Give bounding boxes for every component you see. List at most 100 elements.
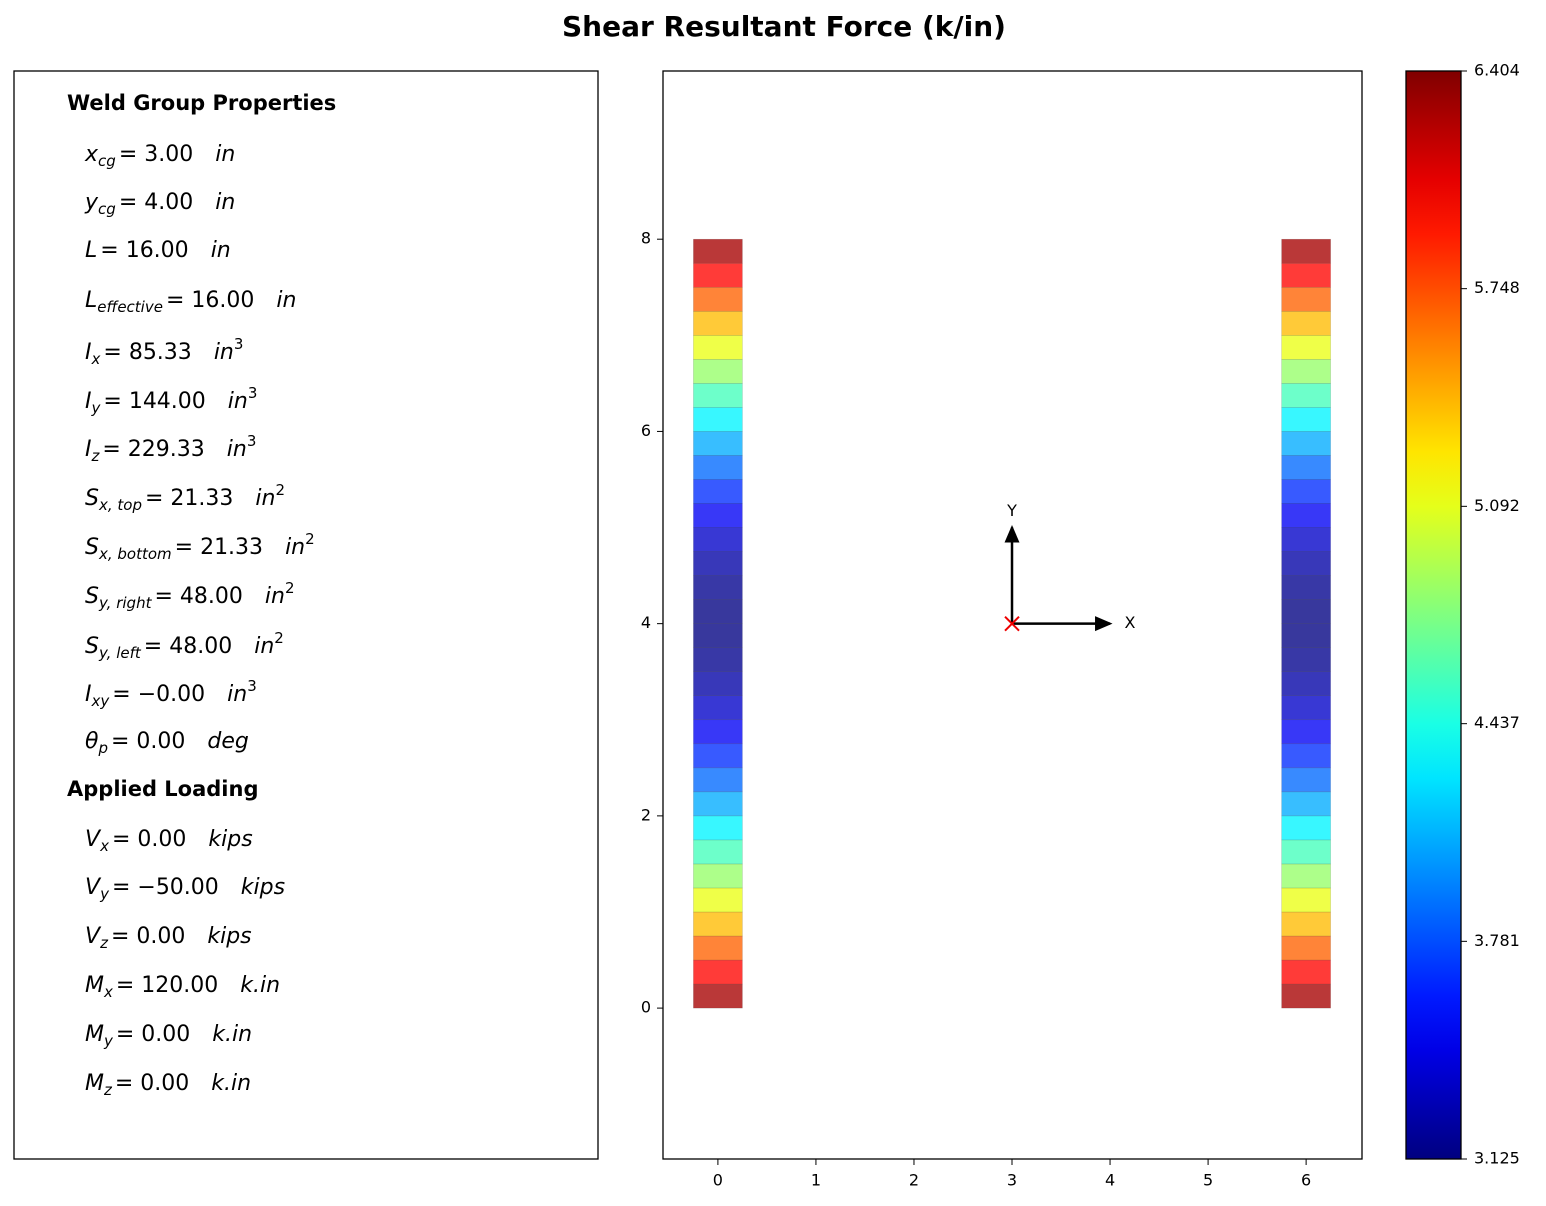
property: Iz = 229.33 in3 (85, 432, 256, 465)
x-tick-label: 4 (1105, 1171, 1115, 1190)
property: Sx, top = 21.33 in2 (85, 481, 285, 514)
property: Mx = 120.00 k.in (85, 973, 280, 1001)
arrow-label: X (1125, 613, 1136, 632)
unit: in (227, 682, 247, 707)
weld-segment (1281, 287, 1331, 312)
colorbar-tick-label: 5.748 (1474, 278, 1520, 297)
value: = −50.00 (112, 875, 219, 900)
symbol: V (85, 875, 102, 900)
y-tick-label: 0 (641, 998, 651, 1017)
unit: k.in (212, 1022, 252, 1047)
arrow-label: Y (1006, 501, 1017, 520)
symbol: L (85, 238, 97, 263)
property: My = 0.00 k.in (85, 1022, 252, 1050)
subscript: z (103, 1081, 113, 1099)
weld-segment (1281, 935, 1331, 961)
property: Sx, bottom = 21.33 in2 (85, 530, 315, 563)
unit: in (214, 340, 234, 365)
value: = 0.00 (111, 924, 185, 949)
superscript: 3 (247, 677, 257, 695)
weld-segment (693, 743, 743, 769)
property: θp = 0.00 deg (85, 729, 249, 757)
weld-segment (1281, 743, 1331, 769)
subscript: cg (98, 200, 116, 218)
centroid (1004, 615, 1020, 632)
centroid-x (1004, 615, 1020, 632)
weld-segment (1281, 767, 1331, 793)
weld-segment (693, 503, 743, 528)
colorbar-tick-label: 6.404 (1474, 61, 1520, 80)
weld-segment (693, 431, 743, 456)
weld-segment (1281, 479, 1331, 504)
weld-segment (693, 262, 743, 288)
symbol: V (85, 924, 102, 949)
value: = 16.00 (100, 238, 188, 263)
colorbar-tick-label: 4.437 (1474, 713, 1520, 732)
weld-segment (1281, 431, 1331, 456)
symbol: S (85, 486, 99, 511)
weld-segment (1281, 983, 1331, 1009)
unit: in (265, 584, 285, 609)
weld-segment (693, 599, 743, 624)
symbol: I (85, 389, 92, 414)
unit: in (228, 389, 248, 414)
weld-segment (1281, 238, 1331, 264)
weld-segment (1281, 383, 1331, 408)
unit: in (254, 634, 274, 659)
symbol: I (85, 340, 92, 365)
weld-segment (1281, 503, 1331, 528)
weld-segment (1281, 311, 1331, 336)
unit: kips (207, 924, 251, 949)
section-heading: Applied Loading (67, 777, 259, 801)
subscript: x, top (98, 496, 142, 514)
value: = 0.00 (115, 1071, 189, 1096)
weld-segment (1281, 719, 1331, 745)
subscript: x (103, 983, 113, 1001)
weld-segment (693, 527, 743, 552)
property: Ix = 85.33 in3 (85, 335, 243, 368)
weld-segment (693, 575, 743, 600)
subscript: x, bottom (98, 545, 172, 563)
property: ycg = 4.00 in (84, 190, 235, 218)
unit: in (211, 238, 231, 263)
property: Leffective = 16.00 in (85, 288, 296, 316)
unit: in (285, 535, 305, 560)
weld-segment (1281, 262, 1331, 288)
x-tick-label: 3 (1007, 1171, 1017, 1190)
symbol: M (85, 1071, 104, 1096)
weld-segment (693, 911, 743, 937)
value: = 48.00 (144, 634, 232, 659)
subscript: y, right (98, 594, 153, 612)
colorbar-tick-label: 3.781 (1474, 931, 1520, 950)
value: = 3.00 (119, 142, 193, 167)
weld-segment (1281, 623, 1331, 648)
section-heading: Weld Group Properties (67, 91, 336, 115)
value: = 4.00 (119, 190, 193, 215)
symbol: S (85, 634, 99, 659)
value: = 85.33 (103, 340, 191, 365)
colorbar-tick-label: 5.092 (1474, 496, 1520, 515)
x-tick-label: 0 (713, 1171, 723, 1190)
unit: deg (207, 729, 249, 754)
weld-segment (693, 959, 743, 985)
weld-segment (1281, 839, 1331, 865)
symbol: θ (85, 729, 99, 754)
value: = 0.00 (112, 827, 186, 852)
weld-segment (693, 647, 743, 672)
value: = 21.33 (145, 486, 233, 511)
weld-segment (1281, 815, 1331, 841)
symbol: S (85, 584, 99, 609)
x-tick-label: 2 (909, 1171, 919, 1190)
property: Vy = −50.00 kips (85, 875, 285, 903)
weld-segment (1281, 959, 1331, 985)
weld-segment (693, 287, 743, 312)
subscript: effective (97, 298, 163, 316)
symbol: I (85, 437, 92, 462)
weld-segment (693, 839, 743, 865)
symbol: y (84, 190, 99, 215)
weld-segment (1281, 359, 1331, 384)
x-tick-label: 5 (1203, 1171, 1213, 1190)
unit: in (215, 190, 235, 215)
property: Mz = 0.00 k.in (85, 1071, 251, 1099)
property: L = 16.00 in (85, 238, 231, 263)
